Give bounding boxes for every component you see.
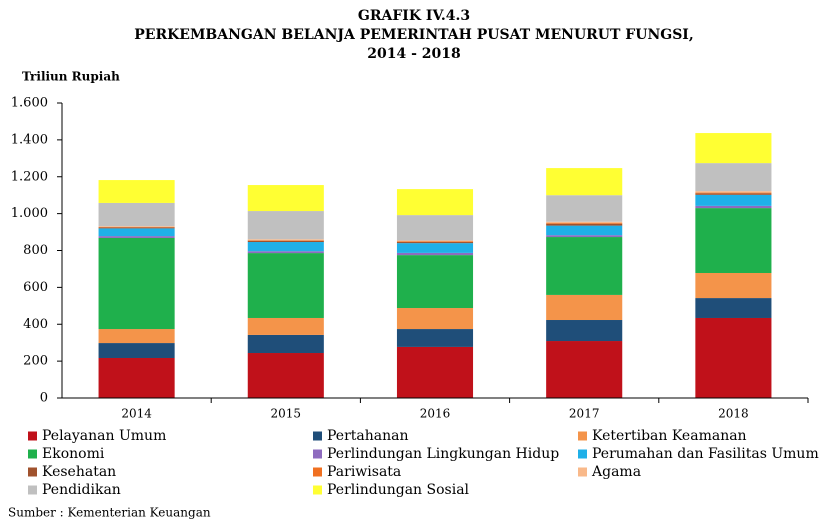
y-tick-label: 1.400 xyxy=(11,132,48,147)
bar-segment xyxy=(396,243,474,253)
y-tick-label: 600 xyxy=(23,280,48,295)
y-tick-label: 1.200 xyxy=(11,169,48,184)
legend-swatch xyxy=(313,449,322,459)
x-tick-label: 2014 xyxy=(121,407,152,421)
chart-title: 2014 - 2018 xyxy=(367,46,461,62)
bar-segment xyxy=(396,255,474,309)
bar-segment xyxy=(396,346,474,398)
bar-segment xyxy=(546,221,623,224)
bar-segment xyxy=(98,236,175,238)
source: Sumber : Kementerian Keuangan xyxy=(8,506,211,520)
bar-segment xyxy=(546,320,623,342)
bar-segment xyxy=(695,192,772,194)
legend-label: Ekonomi xyxy=(42,446,105,462)
bar-segment xyxy=(247,242,324,252)
bar-segment xyxy=(98,202,175,227)
legend-swatch xyxy=(313,485,322,495)
bar-segment xyxy=(396,329,474,347)
y-tick-label: 1.600 xyxy=(11,96,48,111)
legend-swatch xyxy=(28,467,37,477)
legend-swatch xyxy=(313,431,322,441)
bar-segment xyxy=(695,298,772,318)
legend-swatch xyxy=(578,467,587,477)
legend-label: Ketertiban Keamanan xyxy=(592,428,747,444)
legend-swatch xyxy=(578,449,587,459)
bar-segment xyxy=(695,272,772,299)
bar-segment xyxy=(247,317,324,335)
bar-segment xyxy=(247,240,324,243)
legend-label: Kesehatan xyxy=(42,464,116,480)
bar-segment xyxy=(695,205,772,209)
bar-segment xyxy=(247,253,324,318)
y-tick-label: 1.000 xyxy=(11,206,48,221)
bar-segment xyxy=(695,133,772,164)
bar-segment xyxy=(546,223,623,226)
legend-swatch xyxy=(313,467,322,477)
bar-segment xyxy=(98,227,175,229)
bar-segment xyxy=(98,357,175,398)
bar-segment xyxy=(546,225,623,236)
bar-segment xyxy=(546,195,623,222)
bar-segment xyxy=(247,185,324,212)
bar-segment xyxy=(396,189,474,216)
x-tick-label: 2018 xyxy=(718,407,749,421)
legend-label: Pendidikan xyxy=(42,482,121,498)
bar-segment xyxy=(98,329,175,344)
bar-segment xyxy=(247,211,324,240)
legend-swatch xyxy=(28,431,37,441)
bar-segment xyxy=(546,237,623,295)
bar-segment xyxy=(546,223,623,224)
chart-title: PERKEMBANGAN BELANJA PEMERINTAH PUSAT ME… xyxy=(134,27,693,43)
bar-segment xyxy=(695,193,772,195)
bar-segment xyxy=(546,341,623,398)
bar-segment xyxy=(396,241,474,243)
bar-segment xyxy=(247,334,324,354)
bar-segment xyxy=(396,215,474,241)
y-tick-label: 400 xyxy=(23,317,48,332)
legend-label: Perlindungan Sosial xyxy=(327,482,470,498)
bar-segment xyxy=(695,317,772,398)
bar-segment xyxy=(247,353,324,398)
bar-segment xyxy=(98,343,175,358)
x-tick-label: 2016 xyxy=(420,407,451,421)
legend-label: Perlindungan Lingkungan Hidup xyxy=(327,446,559,462)
legend-label: Pelayanan Umum xyxy=(42,428,166,444)
bar-segment xyxy=(695,208,772,273)
x-tick-label: 2017 xyxy=(569,407,600,421)
bar-segment xyxy=(546,168,623,196)
y-tick-label: 200 xyxy=(23,354,48,369)
bar-segment xyxy=(98,228,175,237)
chart-title: GRAFIK IV.4.3 xyxy=(358,8,470,24)
bar-segment xyxy=(247,251,324,254)
bar-segment xyxy=(98,237,175,330)
y-tick-label: 0 xyxy=(40,391,48,406)
legend-label: Pariwisata xyxy=(327,464,401,480)
y-tick-label: 800 xyxy=(23,243,48,258)
bar-segment xyxy=(695,194,772,206)
legend-label: Pertahanan xyxy=(327,428,408,444)
bar-segment xyxy=(546,294,623,321)
bar-segment xyxy=(695,191,772,193)
legend-swatch xyxy=(28,485,37,495)
legend-label: Perumahan dan Fasilitas Umum xyxy=(592,446,819,462)
bar-segment xyxy=(546,235,623,238)
bar-segment xyxy=(98,226,175,228)
x-tick-label: 2015 xyxy=(271,407,302,421)
bar-segment xyxy=(396,308,474,330)
bar-segment xyxy=(396,252,474,256)
legend-swatch xyxy=(28,449,37,459)
legend-label: Agama xyxy=(591,464,641,480)
bar-segment xyxy=(695,163,772,192)
legend-swatch xyxy=(578,431,587,441)
bar-segment xyxy=(247,239,324,241)
bar-segment xyxy=(396,240,474,242)
bar-segment xyxy=(247,240,324,241)
bar-segment xyxy=(98,180,175,203)
bar-segment xyxy=(396,242,474,244)
y-axis-label: Triliun Rupiah xyxy=(22,70,120,84)
